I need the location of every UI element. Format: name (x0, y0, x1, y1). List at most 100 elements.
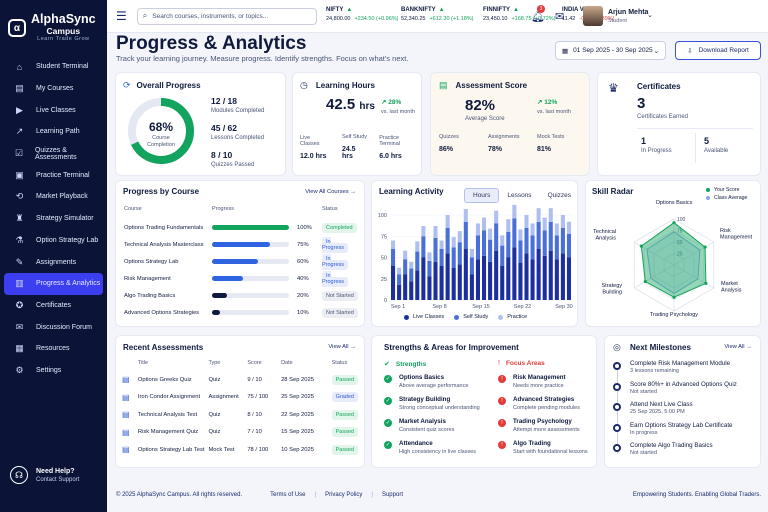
table-row[interactable]: ▤ Options Strategy Lab Test Mock Test 78 / … (122, 441, 358, 459)
sidebar-item-market-playback[interactable]: ⟲ Market Playback (4, 186, 103, 208)
bar-live-classes[interactable] (494, 250, 499, 300)
bar-practice[interactable] (451, 237, 456, 248)
bar-practice[interactable] (482, 217, 487, 231)
sidebar-item-student-terminal[interactable]: ⌂ Student Terminal (4, 56, 103, 78)
sidebar-item-strategy-simulator[interactable]: ♜ Strategy Simulator (4, 208, 103, 230)
bar-self-study[interactable] (433, 237, 438, 262)
bar-practice[interactable] (469, 249, 474, 258)
milestones-link[interactable]: View All → (724, 344, 752, 350)
radar-point[interactable] (703, 245, 707, 249)
bar-practice[interactable] (560, 215, 565, 228)
user-name[interactable]: Arjun Mehta (608, 9, 649, 16)
bar-live-classes[interactable] (536, 249, 541, 300)
bar-practice[interactable] (536, 208, 541, 222)
radar-point[interactable] (672, 295, 676, 299)
sidebar-item-my-courses[interactable]: ▤ My Courses (4, 78, 103, 100)
bar-practice[interactable] (494, 210, 499, 224)
bar-practice[interactable] (445, 215, 450, 228)
sidebar-item-live-classes[interactable]: ▶ Live Classes (4, 99, 103, 121)
bar-practice[interactable] (415, 241, 420, 252)
bar-self-study[interactable] (560, 227, 565, 254)
bar-self-study[interactable] (469, 257, 474, 275)
bar-practice[interactable] (433, 226, 438, 238)
bar-practice[interactable] (439, 240, 444, 250)
sidebar-item-assignments[interactable]: ✎ Assignments (4, 251, 103, 273)
sidebar-item-settings[interactable]: ⚙ Settings (4, 360, 103, 382)
bar-self-study[interactable] (500, 245, 505, 266)
view-all-courses-link[interactable]: View All Courses → (305, 189, 356, 195)
bar-self-study[interactable] (524, 227, 529, 254)
sidebar-item-resources[interactable]: ▦ Resources (4, 338, 103, 360)
bar-self-study[interactable] (409, 268, 414, 282)
bar-live-classes[interactable] (560, 253, 565, 300)
table-row[interactable]: Risk Management 40% In Progress (124, 270, 358, 287)
bar-self-study[interactable] (482, 230, 487, 256)
tab-quizzes[interactable]: Quizzes (547, 192, 572, 199)
bar-practice[interactable] (457, 231, 462, 243)
recent-assessments-link[interactable]: View All → (328, 344, 356, 350)
bar-live-classes[interactable] (457, 264, 462, 300)
bar-practice[interactable] (548, 208, 553, 222)
bar-live-classes[interactable] (475, 259, 480, 300)
bar-live-classes[interactable] (500, 266, 505, 300)
radar-point[interactable] (643, 279, 647, 284)
bar-practice[interactable] (391, 240, 396, 250)
sidebar-item-practice-terminal[interactable]: ▣ Practice Terminal (4, 164, 103, 186)
bar-practice[interactable] (409, 261, 414, 269)
ticker-banknifty[interactable]: BANKNIFTY ▲ 52,340.25 +612.30 (+1.18%) (401, 7, 474, 22)
bar-self-study[interactable] (494, 223, 499, 251)
bell-icon[interactable]: 🔔︎ (531, 11, 545, 23)
hamburger-menu-icon[interactable]: ☰ (116, 9, 127, 23)
bar-live-classes[interactable] (542, 255, 547, 300)
table-row[interactable]: ▤ Options Greeks Quiz Quiz 9 / 10 28 Sep 202… (122, 371, 358, 389)
bar-self-study[interactable] (439, 249, 444, 266)
avatar[interactable] (583, 6, 603, 26)
bar-self-study[interactable] (530, 235, 535, 260)
bar-live-classes[interactable] (433, 261, 438, 300)
table-row[interactable]: Technical Analysis Masterclass 75% In Prog… (124, 236, 358, 253)
bar-self-study[interactable] (542, 230, 547, 256)
tab-hours[interactable]: Hours (464, 188, 500, 203)
sidebar-item-certificates[interactable]: ✪ Certificates (4, 295, 103, 317)
table-row[interactable]: Options Strategy Lab 60% In Progress (124, 253, 358, 270)
bar-self-study[interactable] (421, 236, 426, 258)
tab-lessons[interactable]: Lessons (507, 192, 532, 199)
bar-practice[interactable] (500, 235, 505, 246)
search-input[interactable]: ⌕ Search courses, instruments, or topics… (136, 7, 317, 25)
bar-self-study[interactable] (403, 259, 408, 275)
footer-link-support[interactable]: Support (381, 492, 403, 498)
bar-live-classes[interactable] (506, 257, 511, 301)
table-row[interactable]: ▤ Risk Management Quiz Quiz 7 / 10 15 Sep 20… (122, 424, 358, 442)
bar-live-classes[interactable] (488, 261, 493, 300)
bar-self-study[interactable] (554, 235, 559, 260)
bar-live-classes[interactable] (427, 276, 432, 300)
bar-self-study[interactable] (566, 233, 571, 258)
footer-link-privacy[interactable]: Privacy Policy (325, 492, 363, 498)
bar-practice[interactable] (542, 217, 547, 231)
table-row[interactable]: Advanced Options Strategies 10% Not Starte… (124, 304, 358, 321)
bar-practice[interactable] (427, 252, 432, 261)
help-block[interactable]: ☊ Need Help? Contact Support (10, 466, 79, 484)
sidebar-item-learning-path[interactable]: ↗ Learning Path (4, 121, 103, 143)
bar-self-study[interactable] (518, 240, 523, 263)
bar-live-classes[interactable] (530, 259, 535, 300)
bar-self-study[interactable] (475, 235, 480, 260)
bar-live-classes[interactable] (548, 250, 553, 300)
bar-practice[interactable] (524, 215, 529, 228)
bar-practice[interactable] (397, 267, 402, 275)
bar-practice[interactable] (463, 209, 468, 222)
chevron-down-icon[interactable]: ⌄ (647, 12, 653, 19)
bar-live-classes[interactable] (409, 281, 414, 300)
bar-self-study[interactable] (391, 249, 396, 266)
bar-live-classes[interactable] (566, 257, 571, 301)
bar-live-classes[interactable] (524, 253, 529, 300)
bar-self-study[interactable] (451, 247, 456, 268)
bar-live-classes[interactable] (463, 249, 468, 300)
ticker-nifty[interactable]: NIFTY ▲ 24,800.00 +234.50 (+0.96%) (326, 7, 399, 22)
radar-point[interactable] (704, 281, 708, 285)
bar-self-study[interactable] (457, 242, 462, 265)
bar-live-classes[interactable] (445, 253, 450, 300)
radar-point[interactable] (639, 244, 643, 248)
ticker-finnifty[interactable]: FINNIFTY ▲ 23,450.10 +168.75 (+0.72%) (483, 7, 556, 22)
bar-self-study[interactable] (488, 239, 493, 262)
